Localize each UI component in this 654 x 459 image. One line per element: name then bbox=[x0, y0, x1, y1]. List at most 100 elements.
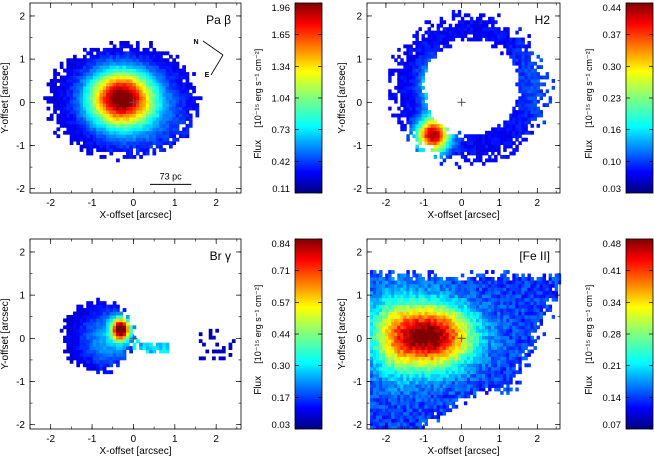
flux-pixel bbox=[460, 273, 465, 278]
flux-pixel bbox=[524, 72, 528, 76]
flux-pixel bbox=[433, 415, 438, 420]
flux-pixel bbox=[400, 318, 404, 323]
flux-pixel bbox=[145, 342, 150, 347]
flux-pixel bbox=[433, 44, 438, 49]
flux-pixel bbox=[125, 332, 130, 337]
flux-pixel bbox=[445, 304, 450, 309]
flux-pixel bbox=[409, 315, 413, 319]
flux-pixel bbox=[515, 103, 519, 108]
flux-pixel bbox=[488, 283, 492, 288]
y-tick-label: 1 bbox=[19, 55, 25, 66]
flux-pixel bbox=[460, 301, 465, 306]
flux-pixel bbox=[56, 113, 61, 118]
flux-pixel bbox=[466, 346, 471, 350]
flux-pixel bbox=[59, 85, 64, 90]
flux-pixel bbox=[424, 20, 428, 25]
flux-pixel bbox=[172, 120, 177, 125]
flux-pixel bbox=[491, 356, 495, 361]
flux-pixel bbox=[116, 308, 120, 312]
flux-pixel bbox=[454, 23, 459, 28]
flux-pixel bbox=[96, 103, 100, 108]
flux-pixel bbox=[439, 328, 444, 333]
flux-pixel bbox=[491, 37, 495, 42]
flux-pixel bbox=[409, 117, 413, 121]
flux-pixel bbox=[482, 151, 486, 156]
flux-pixel bbox=[155, 99, 160, 104]
flux-pixel bbox=[370, 366, 374, 371]
flux-pixel bbox=[451, 397, 456, 402]
flux-pixel bbox=[388, 75, 392, 80]
flux-pixel bbox=[86, 89, 90, 94]
flux-pixel bbox=[116, 318, 120, 323]
flux-pixel bbox=[503, 277, 507, 281]
flux-pixel bbox=[388, 315, 392, 319]
flux-pixel bbox=[409, 415, 413, 420]
flux-map-pixels bbox=[370, 270, 562, 430]
flux-pixel bbox=[460, 391, 465, 395]
flux-pixel bbox=[122, 82, 127, 87]
flux-pixel bbox=[403, 113, 407, 118]
flux-pixel bbox=[463, 155, 468, 159]
flux-pixel bbox=[442, 134, 447, 139]
flux-pixel bbox=[169, 99, 173, 104]
flux-pixel bbox=[430, 325, 435, 330]
flux-pixel bbox=[442, 394, 447, 399]
flux-pixel bbox=[149, 120, 153, 125]
flux-pixel bbox=[400, 366, 404, 371]
flux-pixel bbox=[106, 103, 110, 108]
flux-pixel bbox=[109, 325, 114, 330]
flux-pixel bbox=[527, 92, 531, 97]
flux-pixel bbox=[182, 72, 186, 76]
flux-pixel bbox=[76, 123, 81, 128]
flux-pixel bbox=[509, 44, 513, 49]
flux-pixel bbox=[491, 294, 495, 299]
flux-pixel bbox=[400, 370, 404, 375]
flux-pixel bbox=[99, 117, 104, 121]
flux-pixel bbox=[116, 54, 120, 59]
flux-pixel bbox=[116, 342, 120, 347]
flux-pixel bbox=[436, 301, 441, 306]
flux-pixel bbox=[436, 408, 441, 413]
flux-pixel bbox=[376, 315, 380, 319]
flux-pixel bbox=[418, 304, 422, 309]
flux-pixel bbox=[494, 158, 498, 163]
flux-pixel bbox=[382, 418, 386, 423]
scale-bar-label: 73 pc bbox=[160, 171, 183, 181]
flux-pixel bbox=[385, 380, 389, 385]
flux-pixel bbox=[557, 280, 562, 285]
flux-pixel bbox=[454, 332, 459, 337]
flux-pixel bbox=[472, 137, 477, 142]
flux-pixel bbox=[185, 110, 190, 114]
flux-pixel bbox=[451, 308, 456, 312]
flux-pixel bbox=[533, 106, 537, 111]
flux-pixel bbox=[382, 335, 386, 340]
flux-pixel bbox=[436, 325, 441, 330]
flux-pixel bbox=[530, 51, 534, 56]
flux-pixel bbox=[109, 370, 114, 375]
flux-pixel bbox=[119, 44, 124, 49]
flux-pixel bbox=[109, 89, 114, 94]
flux-pixel bbox=[172, 61, 177, 66]
flux-pixel bbox=[536, 85, 540, 90]
flux-pixel bbox=[488, 155, 492, 159]
flux-pixel bbox=[533, 308, 537, 312]
flux-pixel bbox=[494, 141, 498, 146]
flux-pixel bbox=[536, 325, 540, 330]
flux-pixel bbox=[162, 106, 167, 111]
flux-pixel bbox=[421, 287, 425, 292]
flux-pixel bbox=[457, 321, 462, 326]
flux-pixel bbox=[373, 297, 377, 302]
flux-pixel bbox=[92, 58, 97, 63]
flux-pixel bbox=[400, 120, 404, 125]
flux-pixel bbox=[451, 370, 456, 375]
flux-pixel bbox=[99, 110, 104, 114]
flux-pixel bbox=[76, 96, 81, 101]
flux-pixel bbox=[175, 85, 180, 90]
flux-pixel bbox=[527, 342, 531, 347]
flux-pixel bbox=[49, 96, 54, 101]
flux-pixel bbox=[135, 144, 140, 149]
flux-pixel bbox=[162, 72, 167, 76]
flux-pixel bbox=[466, 339, 471, 344]
flux-pixel bbox=[445, 297, 450, 302]
flux-pixel bbox=[82, 130, 87, 135]
